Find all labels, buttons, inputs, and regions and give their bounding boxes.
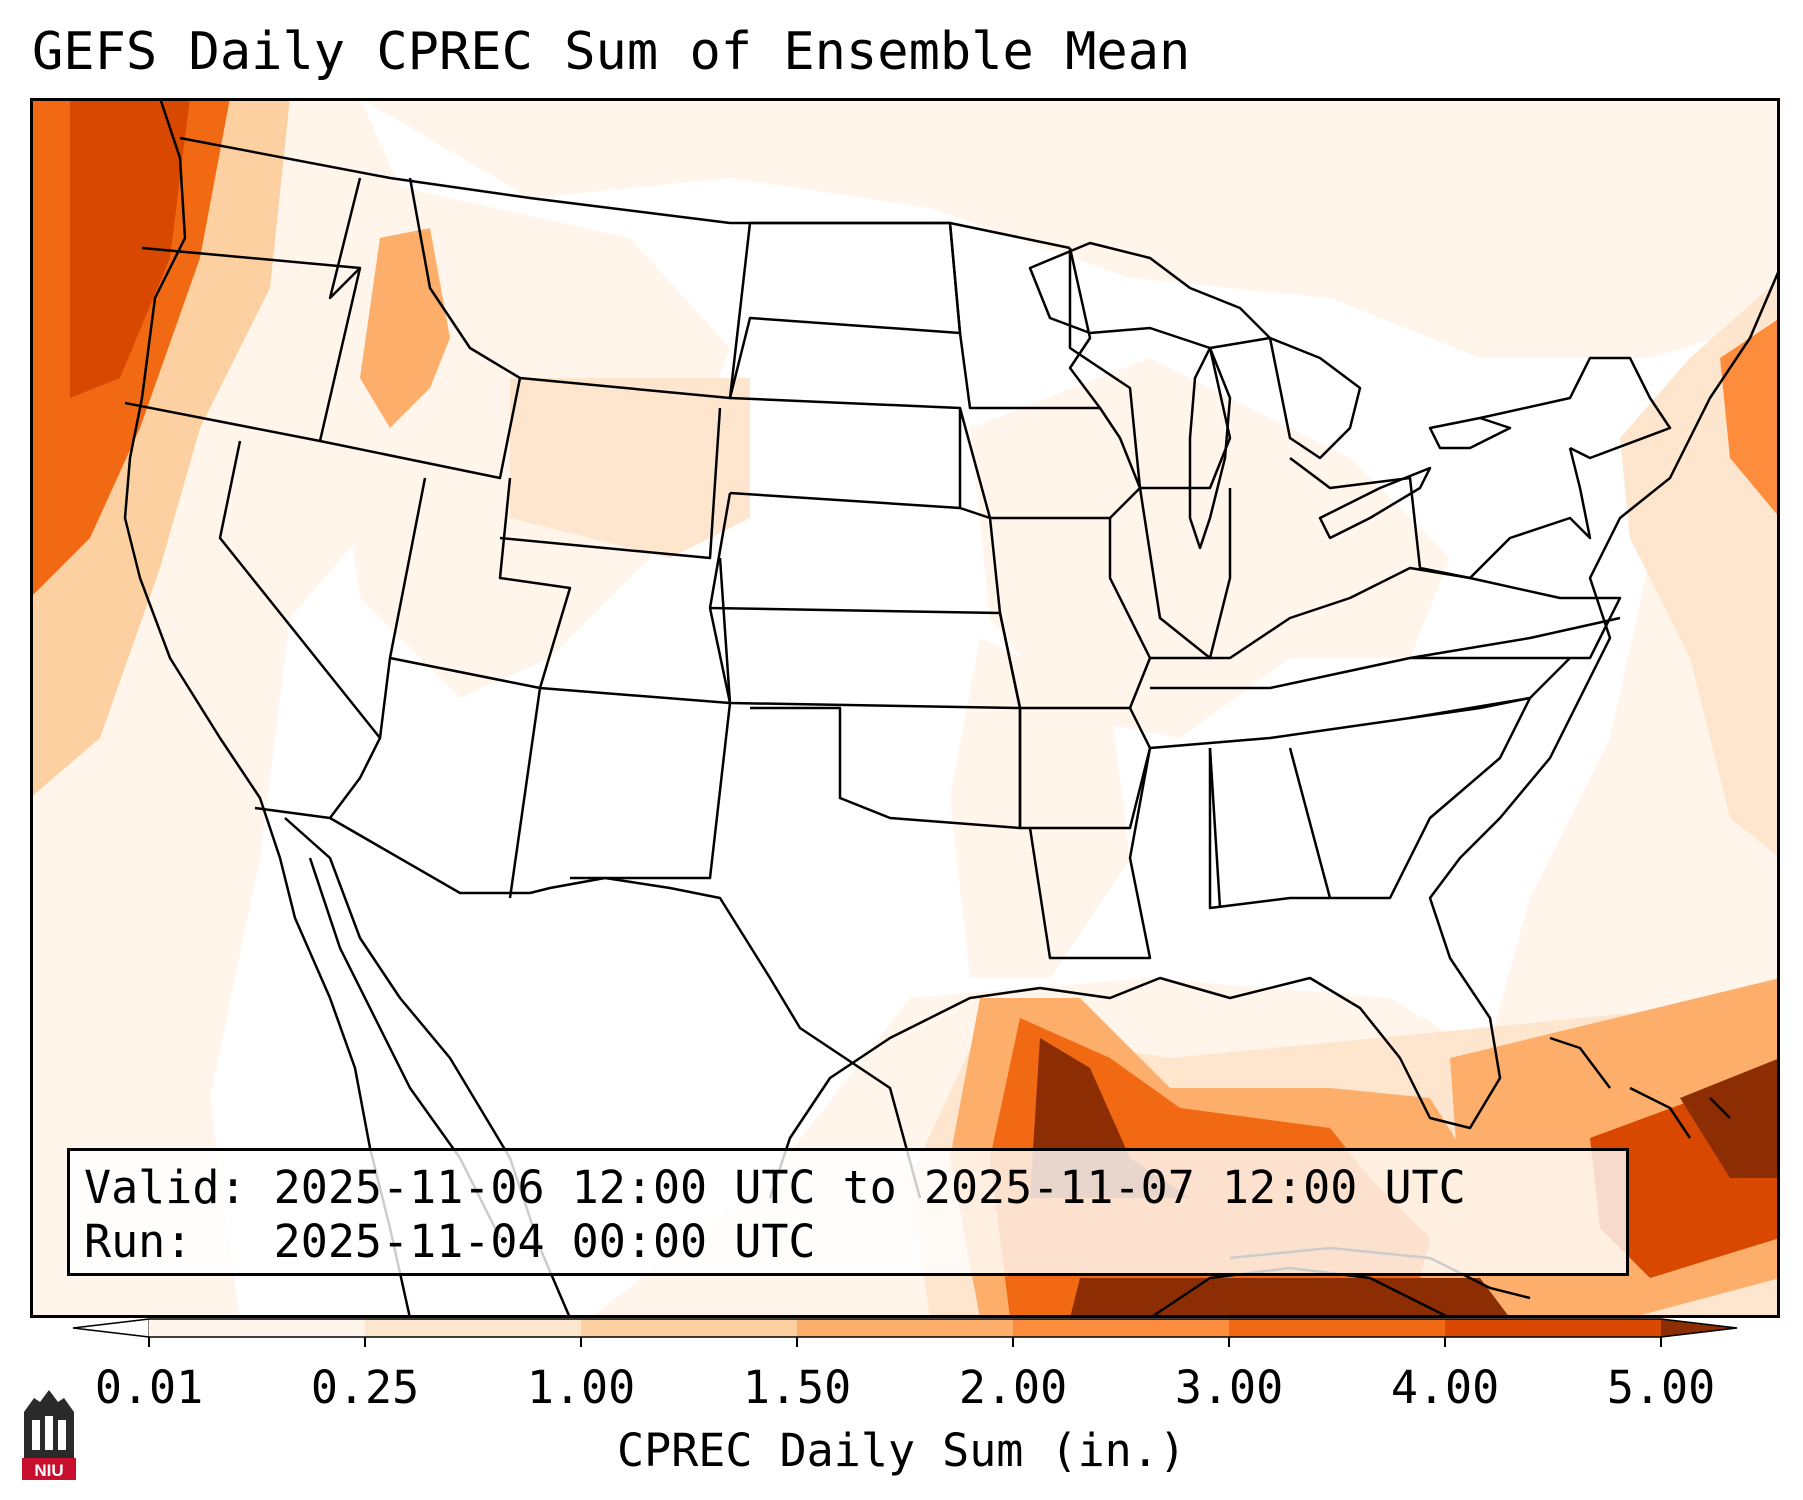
border-ia-mo — [958, 407, 1142, 520]
colorbar-tick-label: 0.01 — [94, 1361, 204, 1414]
colorbar-ticks — [148, 1337, 1662, 1347]
precip-med-wyoming — [510, 378, 750, 558]
border-va-nc — [1409, 616, 1621, 660]
border-ar-la — [1018, 707, 1152, 830]
colorbar-tick-label: 2.00 — [958, 1361, 1068, 1414]
canada-border — [179, 136, 1071, 250]
border-wa-or — [141, 246, 361, 270]
lake-ontario — [1428, 416, 1512, 450]
colorbar-tick-label: 1.00 — [526, 1361, 636, 1414]
state-borders — [124, 136, 1672, 1199]
colorbar-segment — [581, 1319, 798, 1337]
great-lakes — [1028, 241, 1512, 550]
precip-orange-northeast — [1720, 318, 1780, 518]
colorbar-segments — [72, 1318, 1738, 1338]
colorbar-label: CPREC Daily Sum (in.) — [617, 1424, 1186, 1477]
lake-erie — [1318, 466, 1432, 540]
niu-logo-icon: NIU — [22, 1390, 76, 1480]
coastline — [123, 98, 1780, 1318]
colorbar-tick-label: 4.00 — [1390, 1361, 1500, 1414]
border-az-nm — [508, 687, 542, 899]
colorbar-extend-high — [1661, 1319, 1737, 1337]
colorbar — [72, 1318, 1738, 1347]
run-label: Run: — [84, 1215, 193, 1268]
map-frame — [30, 98, 1780, 1318]
precip-light-southcentral — [950, 638, 1130, 978]
colorbar-extend-low — [72, 1318, 150, 1338]
border-tn-ky — [1150, 566, 1622, 690]
border-wy-co — [499, 407, 722, 560]
colorbar-tick-label: 5.00 — [1606, 1361, 1716, 1414]
border-nm-tx — [570, 702, 732, 880]
mexico-border — [254, 806, 922, 1199]
precip-map — [30, 98, 1780, 1318]
border-ut-az — [389, 477, 572, 690]
border-oh-pa — [1289, 447, 1592, 580]
bahamas — [1549, 1036, 1731, 1139]
border-ny-new-england — [1479, 356, 1672, 460]
colorbar-tick-label: 1.50 — [742, 1361, 852, 1414]
precip-light-midwest — [970, 358, 1450, 738]
colorbar-tick-label: 3.00 — [1174, 1361, 1284, 1414]
run-value: 2025-11-04 00:00 UTC — [273, 1215, 816, 1268]
logo-band — [22, 1458, 76, 1480]
border-al-ga — [1208, 747, 1332, 909]
colorbar-segment — [1013, 1319, 1230, 1337]
precip-light-north — [360, 98, 1780, 358]
precip-max-pacific — [70, 98, 190, 398]
precip-max-cuba — [1070, 1278, 1510, 1318]
border-nc-sc — [1409, 657, 1571, 720]
colorbar-segment — [149, 1319, 366, 1337]
run-row: Run: 2025-11-04 00:00 UTC — [84, 1215, 1612, 1269]
valid-value: 2025-11-06 12:00 UTC to 2025-11-07 12:00… — [273, 1161, 1466, 1214]
valid-run-box: Valid: 2025-11-06 12:00 UTC to 2025-11-0… — [67, 1148, 1629, 1276]
valid-label: Valid: — [84, 1161, 247, 1214]
border-or-ca — [124, 401, 321, 443]
border-ms-al-ga — [1149, 696, 1532, 910]
map-title: GEFS Daily CPREC Sum of Ensemble Mean — [32, 22, 1191, 82]
lake-michigan — [1188, 346, 1232, 550]
lake-huron — [1268, 336, 1362, 460]
valid-row: Valid: 2025-11-06 12:00 UTC to 2025-11-0… — [84, 1161, 1612, 1215]
border-id — [318, 177, 522, 480]
colorbar-tick-label: 0.25 — [310, 1361, 420, 1414]
colorbar-segment — [1229, 1319, 1446, 1337]
logo-text: NIU — [34, 1461, 63, 1480]
colorbar-segment — [797, 1319, 1014, 1337]
border-mo-ar — [998, 518, 1152, 710]
colorbar-segment — [365, 1319, 582, 1337]
border-la-ms — [1028, 747, 1152, 960]
colorbar-segment — [1445, 1319, 1662, 1337]
